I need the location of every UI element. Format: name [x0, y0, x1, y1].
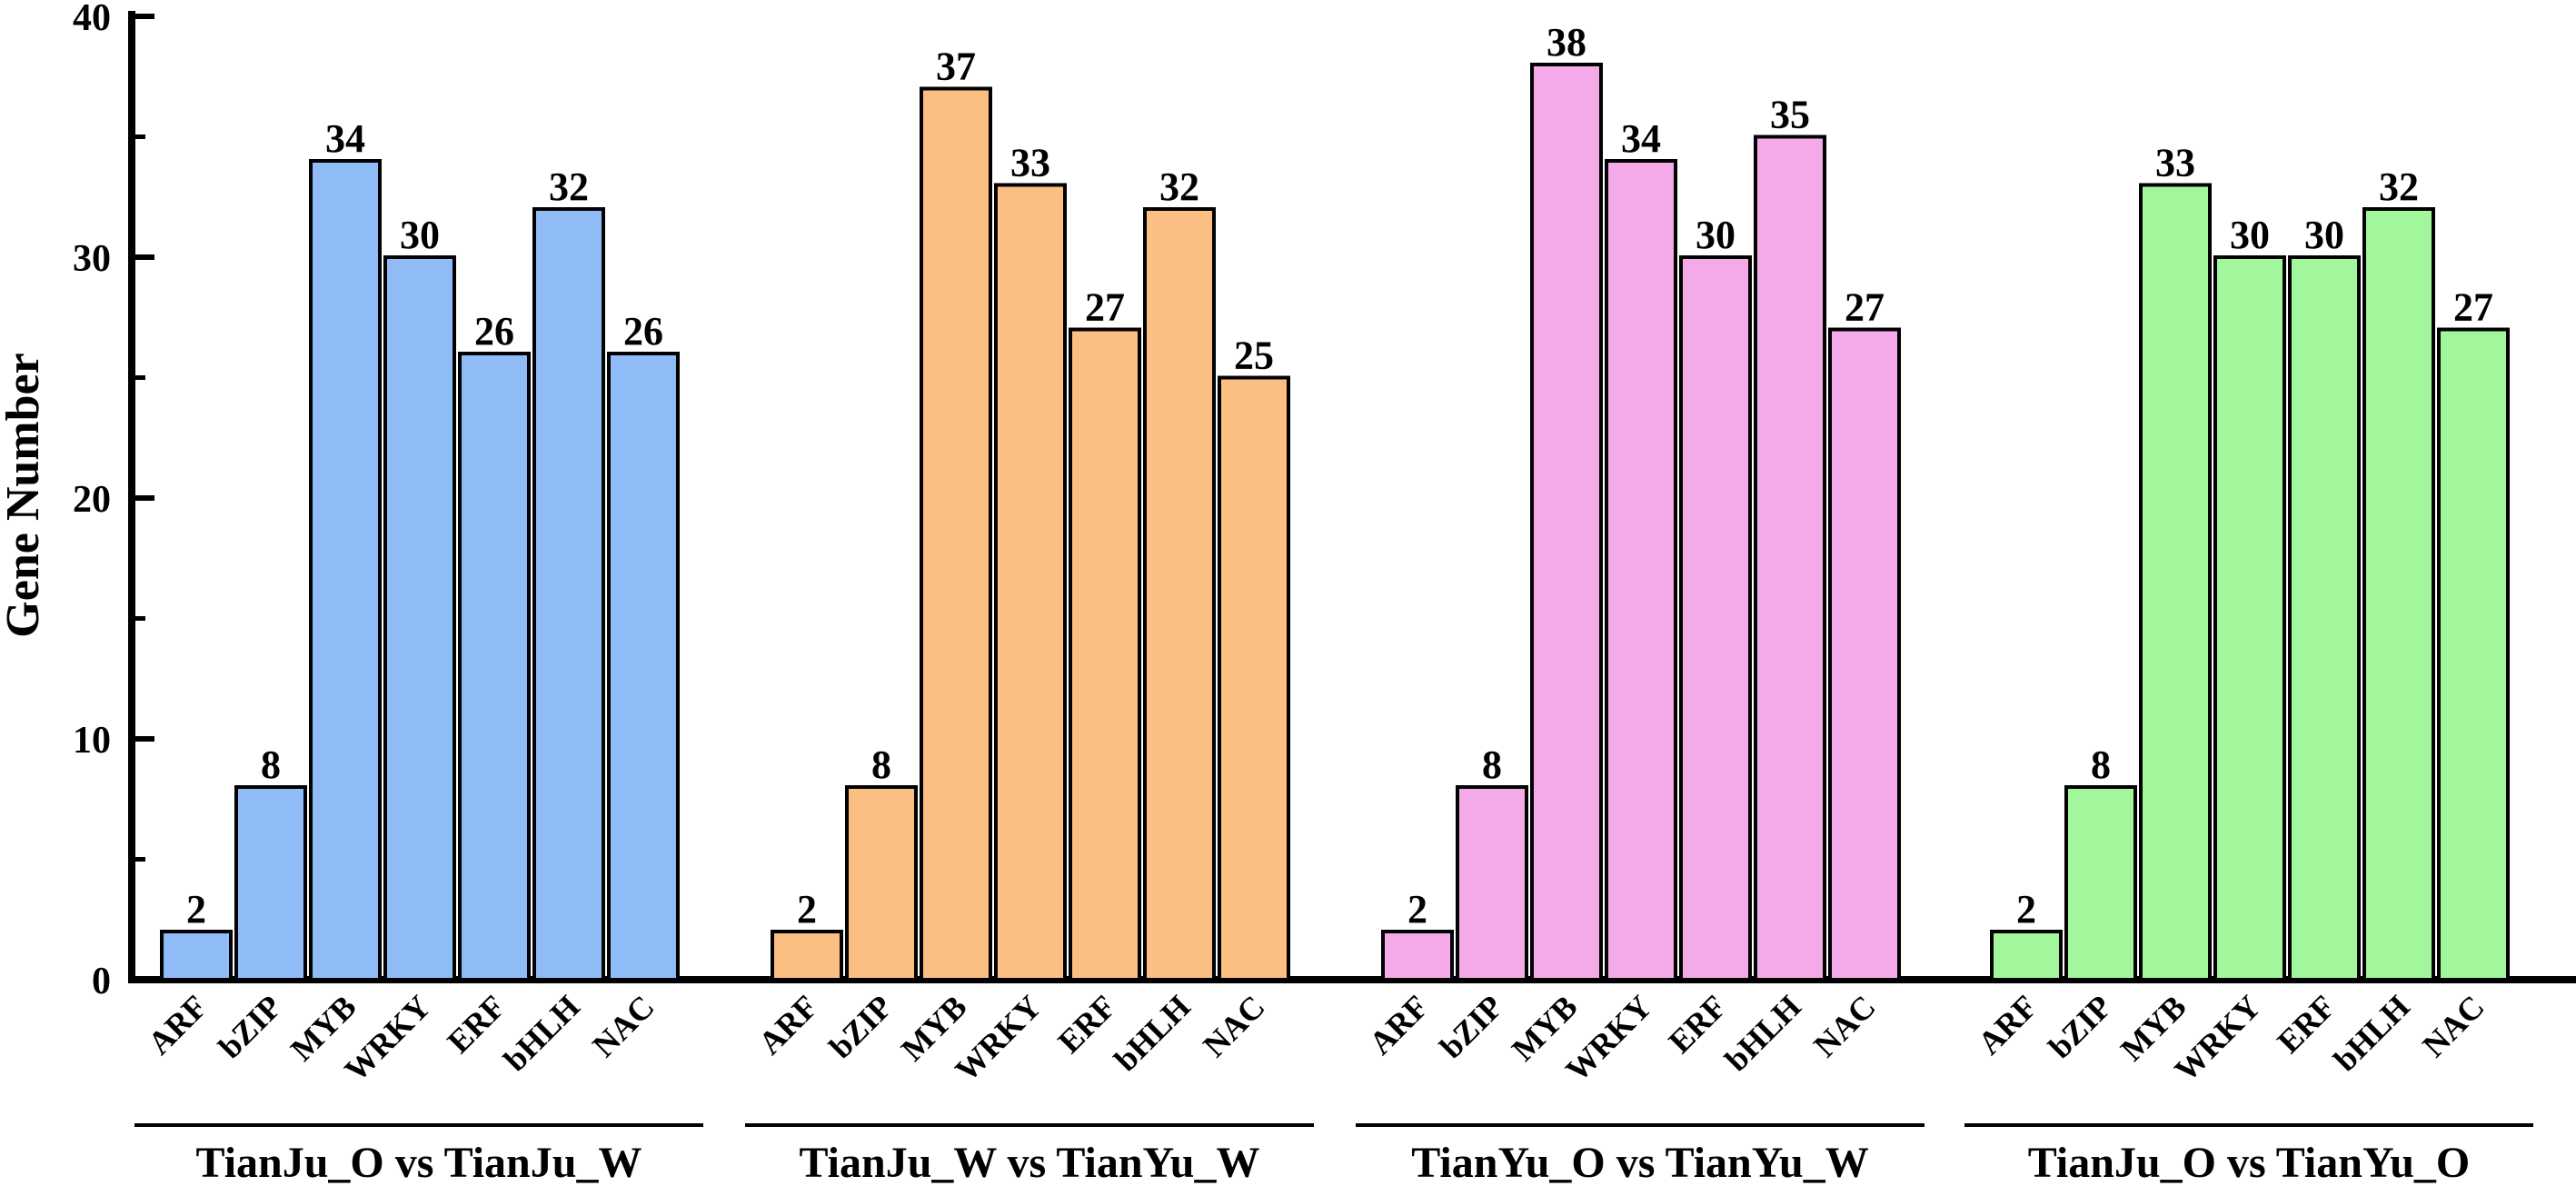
bar: [1456, 785, 1528, 982]
category-tick-label: NAC: [585, 988, 661, 1063]
category-tick-label: ARF: [1971, 988, 2044, 1061]
bar: [234, 785, 307, 982]
data-label: 8: [261, 742, 281, 787]
group-label: TianJu_O vs TianJu_W: [196, 1139, 642, 1186]
bar: [1828, 327, 1901, 982]
data-label: 32: [2379, 164, 2419, 209]
bar: [1218, 375, 1290, 982]
data-label: 2: [186, 887, 206, 932]
data-label: 30: [2304, 213, 2344, 257]
category-tick-label: NAC: [1806, 988, 1882, 1063]
bar: [607, 352, 680, 982]
bar: [383, 255, 456, 982]
data-label: 8: [1482, 742, 1502, 787]
bar: [2064, 785, 2137, 982]
data-label: 32: [549, 164, 589, 209]
category-tick-label: ARF: [751, 988, 825, 1061]
data-label: 30: [2230, 213, 2270, 257]
bar: [1605, 159, 1677, 982]
bar: [845, 785, 918, 982]
data-labels: 2 8 34 30 26 32 26 2 8 37 33 27 32 25 2 8 38 34 30 35 27 2 8 33…: [186, 20, 2493, 932]
data-label: 27: [2453, 285, 2493, 330]
bar: [920, 86, 992, 982]
bar: [1381, 930, 1454, 982]
group-label: TianYu_O vs TianYu_W: [1411, 1139, 1868, 1186]
category-tick-label: bZIP: [2042, 988, 2119, 1065]
data-label: 27: [1845, 285, 1885, 330]
data-label: 2: [1407, 887, 1427, 932]
category-tick-label: NAC: [1196, 988, 1271, 1063]
bar: [1754, 135, 1826, 982]
y-tick-label: 40: [73, 0, 111, 39]
y-tick-label: 10: [73, 720, 111, 762]
category-tick-label: bHLH: [1718, 988, 1808, 1078]
group-labels: TianJu_O vs TianJu_W TianJu_W vs TianYu_W…: [134, 1123, 2533, 1186]
data-label: 8: [871, 742, 891, 787]
data-label: 2: [797, 887, 817, 932]
y-tick-label: 20: [73, 479, 111, 521]
category-tick-label: NAC: [2415, 988, 2491, 1063]
bars: [160, 63, 2510, 982]
y-tick-label: 0: [92, 961, 111, 1002]
data-label: 26: [474, 309, 514, 354]
category-tick-label: ARF: [141, 988, 214, 1061]
category-tick-label: bHLH: [1108, 988, 1198, 1078]
data-label: 30: [1696, 213, 1736, 257]
bar: [2139, 183, 2212, 982]
group-label: TianJu_W vs TianYu_W: [800, 1139, 1260, 1186]
data-label: 38: [1547, 20, 1586, 65]
data-label: 33: [1010, 141, 1050, 185]
bar: [309, 159, 382, 982]
data-label: 8: [2091, 742, 2111, 787]
bar: [1143, 207, 1216, 982]
bar: [160, 930, 233, 982]
data-label: 32: [1159, 164, 1199, 209]
y-axis-title: Gene Number: [0, 353, 49, 637]
data-label: 34: [1621, 116, 1661, 161]
bar: [458, 352, 531, 982]
bar: [1679, 255, 1752, 982]
category-tick-label: bZIP: [822, 988, 900, 1065]
bar: [2288, 255, 2361, 982]
bar: [994, 183, 1067, 982]
data-label: 26: [623, 309, 663, 354]
data-label: 34: [325, 116, 365, 161]
category-tick-label: bZIP: [1433, 988, 1510, 1065]
y-tick-label: 30: [73, 238, 111, 280]
category-tick-label: ARF: [1362, 988, 1436, 1061]
group-label: TianJu_O vs TianYu_O: [2028, 1139, 2471, 1186]
bar: [2213, 255, 2286, 982]
data-label: 33: [2155, 141, 2195, 185]
bar: [2437, 327, 2510, 982]
bar: [1069, 327, 1141, 982]
category-tick-label: bZIP: [212, 988, 289, 1065]
data-label: 27: [1085, 285, 1125, 330]
y-ticks: 0 10 20 30 40: [73, 0, 154, 1002]
bar: [1530, 63, 1603, 982]
data-label: 25: [1234, 334, 1274, 378]
bar: [1990, 930, 2063, 982]
bar: [771, 930, 843, 982]
category-tick-label: bHLH: [2327, 988, 2417, 1078]
data-label: 35: [1770, 93, 1810, 137]
data-label: 2: [2016, 887, 2036, 932]
data-label: 37: [936, 45, 976, 89]
bar: [532, 207, 605, 982]
data-label: 30: [400, 213, 440, 257]
category-tick-label: bHLH: [497, 988, 587, 1078]
bar: [2362, 207, 2435, 982]
